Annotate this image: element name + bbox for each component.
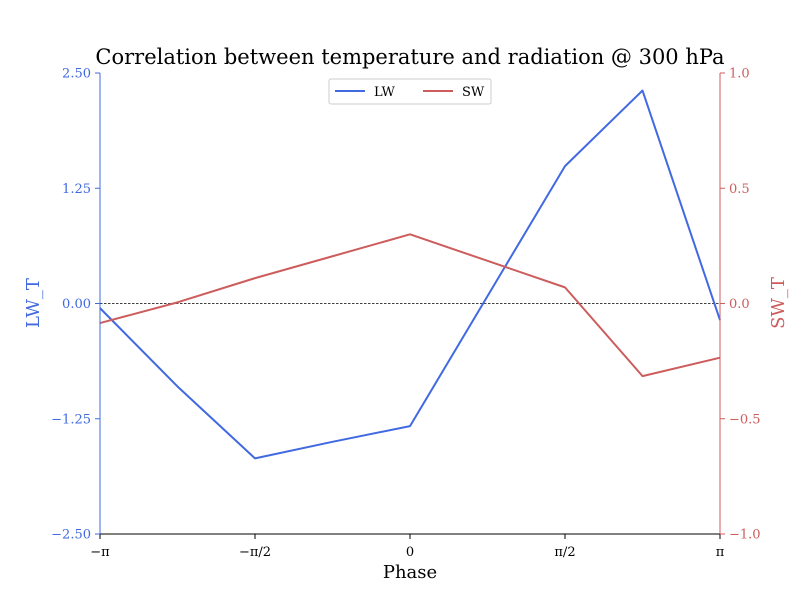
y-left-tick-label: 0.00 <box>62 297 91 312</box>
x-tick-label: −π <box>90 545 110 560</box>
x-axis-label: Phase <box>383 562 437 583</box>
x-tick-label: π/2 <box>554 545 575 560</box>
y-right-tick-label: −0.5 <box>729 412 761 427</box>
legend: LW SW <box>328 78 492 105</box>
y-right-tick-label: 0.5 <box>729 182 750 197</box>
y-right-tick-label: 0.0 <box>729 297 750 312</box>
series-layer <box>99 89 721 460</box>
y-right-axis-label: SW_T <box>768 277 789 329</box>
legend-label-sw: SW <box>462 85 485 100</box>
ticks-layer: −π −π/2 0 π/2 π 2.50 1.25 0.00 −1.25 −2.50 1.0 0.5 0… <box>51 67 760 561</box>
series-line-sw <box>99 233 721 378</box>
y-left-tick-label: 2.50 <box>62 67 91 82</box>
x-tick-label: π <box>716 545 725 560</box>
y-left-axis-label: LW_T <box>23 278 44 328</box>
x-tick-label: −π/2 <box>239 545 271 560</box>
y-left-tick-label: −2.50 <box>51 528 91 543</box>
y-left-tick-label: −1.25 <box>51 412 91 427</box>
y-right-tick-label: 1.0 <box>729 67 750 82</box>
chart-title: Correlation between temperature and radi… <box>95 45 724 69</box>
series-line-lw <box>99 89 721 460</box>
y-left-tick-label: 1.25 <box>62 182 91 197</box>
x-tick-label: 0 <box>406 545 414 560</box>
legend-label-lw: LW <box>374 85 396 100</box>
y-right-tick-label: −1.0 <box>729 528 761 543</box>
legend-box <box>328 78 492 105</box>
